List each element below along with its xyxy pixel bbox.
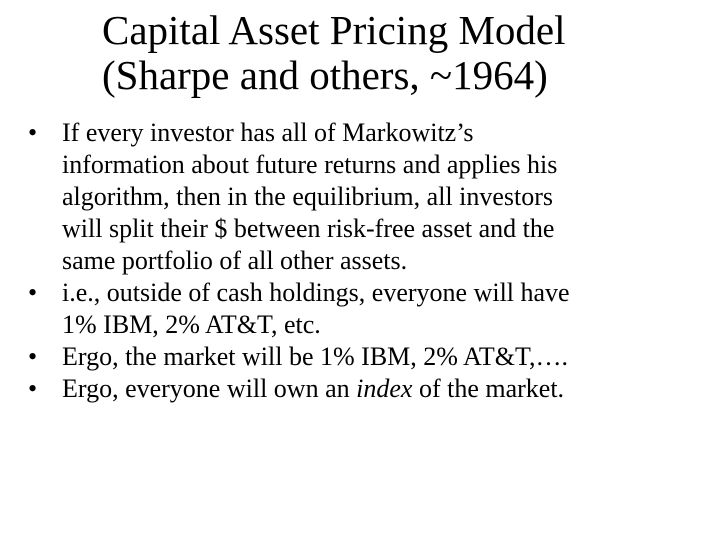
bullet-4-line-1: Ergo, everyone will own an index of the …: [62, 373, 718, 405]
bullet-item-1: • If every investor has all of Markowitz…: [28, 117, 718, 277]
bullet-1-line-5: same portfolio of all other assets.: [62, 246, 408, 275]
bullet-1-line-3: algorithm, then in the equilibrium, all …: [62, 182, 554, 211]
bullet-dot-icon: •: [28, 118, 38, 147]
bullet-4-text-after: of the market.: [412, 374, 565, 403]
bullet-dot-icon: •: [28, 278, 38, 307]
title-line-2: (Sharpe and others, ~1964): [102, 52, 548, 98]
bullet-dot-icon: •: [28, 374, 38, 403]
bullet-2-line-2: 1% IBM, 2% AT&T, etc.: [62, 310, 321, 339]
bullet-list: • If every investor has all of Markowitz…: [28, 117, 718, 405]
bullet-3-line-1: Ergo, the market will be 1% IBM, 2% AT&T…: [62, 342, 568, 371]
bullet-4-text-before: Ergo, everyone will own an: [62, 374, 357, 403]
bullet-dot-icon: •: [28, 342, 38, 371]
bullet-4-emphasis: index: [356, 374, 413, 403]
title-line-1: Capital Asset Pricing Model: [102, 7, 566, 53]
bullet-item-4: • Ergo, everyone will own an index of th…: [28, 373, 718, 405]
bullet-2-line-1: i.e., outside of cash holdings, everyone…: [62, 278, 570, 307]
slide-title: Capital Asset Pricing Model (Sharpe and …: [102, 8, 712, 98]
bullet-1-line-4: will split their $ between risk-free ass…: [62, 214, 555, 243]
bullet-1-line-2: information about future returns and app…: [62, 150, 558, 179]
bullet-item-3: • Ergo, the market will be 1% IBM, 2% AT…: [28, 341, 718, 373]
bullet-1-line-1: If every investor has all of Markowitz’s: [62, 118, 474, 147]
bullet-item-2: • i.e., outside of cash holdings, everyo…: [28, 277, 718, 341]
